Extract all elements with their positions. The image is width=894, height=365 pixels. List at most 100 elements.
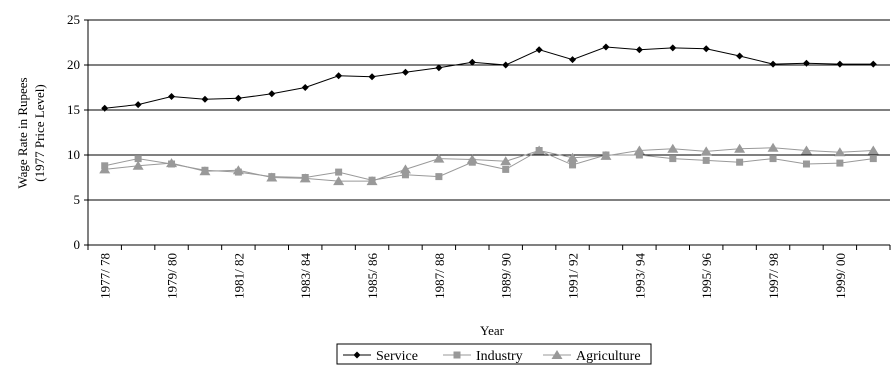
x-tick-label: 1995/ 96 [699,253,714,299]
industry-point [502,165,510,173]
x-axis-ticks: 1977/ 78 1979/ 80 1981/ 82 1983/ 84 1985/ 86… [87,245,891,299]
x-tick-label: 1985/ 86 [365,253,380,299]
service-point [736,52,744,60]
y-tick-label: 15 [67,102,80,117]
industry-point [669,155,677,163]
y-axis-ticks: 0 5 10 15 20 25 [67,12,88,252]
legend-label-service: Service [376,349,418,364]
service-point [134,101,142,109]
service-point [435,64,443,72]
service-point [669,44,677,52]
y-tick-label: 20 [67,57,80,72]
agriculture-point [834,147,846,157]
x-tick-label: 1983/ 84 [298,253,313,299]
industry-point [635,151,643,159]
series-agriculture [99,142,879,186]
x-tick-label: 1993/ 94 [632,253,647,299]
legend-box [336,343,652,365]
y-tick-label: 10 [67,147,80,162]
industry-point [234,168,242,176]
agriculture-point [767,142,779,152]
service-point [401,68,409,76]
service-point [168,93,176,100]
series-service [101,43,877,112]
service-point [569,56,577,64]
agriculture-point [333,176,345,186]
service-point [101,104,109,112]
x-tick-label: 1997/ 98 [766,253,781,299]
service-point [468,58,476,66]
industry-point [268,173,276,181]
service-point [602,43,610,51]
series-line-industry [104,149,874,181]
x-tick-label: 1977/ 78 [98,253,113,299]
industry-point [435,173,443,181]
service-point [502,61,510,69]
service-point [368,73,376,81]
series-industry [101,147,877,184]
industry-point [702,156,710,164]
industry-point [736,158,744,166]
legend: Service Industry Agriculture [336,343,652,365]
legend-marker-industry [453,351,461,359]
agriculture-point [800,145,812,155]
legend-label-agriculture: Agriculture [576,349,641,364]
agriculture-point [433,153,445,163]
industry-point [836,159,844,167]
industry-point [869,155,877,163]
legend-item-service: Service [343,349,418,364]
industry-point [335,168,343,176]
agriculture-point [567,152,579,162]
y-axis-label-line1: Wage Rate in Rupees [15,77,30,188]
y-axis-label-line2: (1977 Price Level) [32,84,47,181]
y-tick-label: 0 [74,237,81,252]
series-line-service [104,46,874,109]
industry-point [201,166,209,174]
x-tick-label: 1979/ 80 [165,253,180,299]
y-tick-label: 5 [74,192,81,207]
service-point [335,72,343,80]
x-tick-label: 1989/ 90 [499,253,514,299]
agriculture-point [867,145,879,155]
industry-point [569,161,577,169]
agriculture-point [500,156,512,166]
gridlines [87,19,890,246]
industry-point [401,171,409,179]
service-point [201,95,209,103]
industry-point [535,147,543,154]
service-point [535,46,543,54]
series-layer [99,43,879,186]
service-point [802,59,810,67]
legend-item-agriculture: Agriculture [543,349,641,364]
industry-point [802,160,810,168]
x-axis-label: Year [480,323,505,338]
industry-point [101,162,109,170]
legend-items: Service Industry Agriculture [343,349,641,364]
service-point [836,60,844,68]
x-tick-label: 1987/ 88 [432,253,447,299]
y-tick-label: 25 [67,12,80,27]
industry-point [301,174,309,181]
legend-label-industry: Industry [476,349,523,364]
industry-point [368,176,376,184]
industry-point [168,160,176,168]
service-point [635,46,643,54]
industry-point [134,155,142,163]
industry-point [468,158,476,166]
agriculture-point [734,143,746,153]
service-point [268,90,276,98]
agriculture-point [132,160,144,170]
agriculture-point [667,143,679,153]
legend-marker-agriculture [551,350,563,359]
legend-marker-service [353,351,361,359]
agriculture-point [700,146,712,156]
legend-item-industry: Industry [443,349,523,364]
service-point [234,94,242,102]
x-tick-label: 1981/ 82 [231,253,246,299]
industry-point [602,151,610,159]
service-point [301,84,309,91]
agriculture-point [399,164,411,174]
service-point [769,60,777,68]
service-point [869,60,877,68]
